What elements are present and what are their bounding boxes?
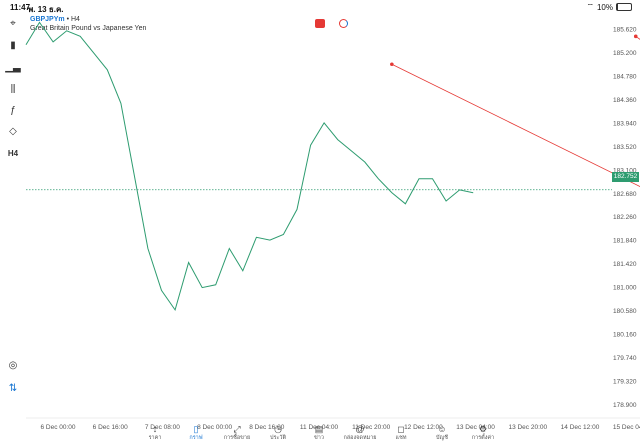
time-axis-label: 13 Dec 04:00	[456, 424, 495, 431]
indicators-icon[interactable]: ⫼	[10, 83, 16, 95]
price-axis-label: 181.420	[613, 261, 637, 268]
status-time: 11:47	[10, 3, 31, 12]
nav-icon: ◻	[397, 424, 405, 434]
nav-item-6[interactable]: ◻ แชท	[381, 425, 421, 442]
battery-status: ⌔ 10%	[586, 2, 632, 12]
nav-icon: ⤢	[233, 424, 241, 434]
price-axis-label: 182.680	[613, 191, 637, 198]
nav-icon: ▯	[193, 424, 199, 434]
symbol-name: GBPJPYm	[30, 16, 65, 23]
nav-label: กล่องจดหมาย	[343, 435, 377, 441]
timeframe-button[interactable]: H4	[7, 148, 19, 158]
sell-button[interactable]	[315, 19, 325, 28]
price-axis-label: 179.740	[613, 355, 637, 362]
price-axis-label: 180.580	[613, 308, 637, 315]
time-axis-label: 8 Dec 00:00	[197, 424, 232, 431]
price-axis-label: 182.260	[613, 214, 637, 221]
shapes-icon[interactable]: ◇	[9, 125, 17, 137]
time-axis-label: 11 Dec 20:00	[352, 424, 391, 431]
price-axis-label: 179.320	[613, 378, 637, 385]
time-axis-label: 6 Dec 00:00	[40, 424, 75, 431]
price-axis-label: 180.160	[613, 331, 637, 338]
trend-line-2-start-handle[interactable]	[633, 34, 638, 39]
price-chart[interactable]: 185.620 185.200 184.780 184.360 183.940 183.5…	[0, 14, 640, 432]
time-axis-label: 15 Dec 04:00	[613, 424, 640, 431]
bar-chart-icon[interactable]: ▁▃	[5, 61, 21, 73]
price-axis-label: 183.940	[613, 120, 637, 127]
nav-label: แชท	[395, 435, 407, 441]
symbol-info: GBPJPYm • H4 Great Britain Pound vs Japa…	[30, 16, 147, 32]
nav-item-3[interactable]: ◷ ประวัติ	[258, 425, 298, 442]
price-axis-label: 183.520	[613, 144, 637, 151]
nav-label: การตั้งค่า	[471, 435, 495, 441]
battery-icon	[616, 3, 632, 11]
price-axis-label: 181.000	[613, 285, 637, 292]
wifi-icon: ⌔	[586, 2, 594, 11]
time-axis-label: 12 Dec 12:00	[404, 424, 443, 431]
time-axis-label: 13 Dec 20:00	[508, 424, 547, 431]
nav-icon: ◷	[274, 424, 282, 434]
nav-item-0[interactable]: ↕ ราคา	[135, 425, 175, 442]
time-axis-label: 7 Dec 08:00	[145, 424, 180, 431]
chart-settings-icon[interactable]: ◎	[8, 359, 18, 371]
nav-item-2[interactable]: ⤢ การซื้อขาย	[217, 425, 257, 442]
trade-buttons	[315, 19, 348, 28]
symbol-timeframe: H4	[70, 16, 80, 23]
nav-label: บัญชี	[436, 435, 448, 441]
nav-item-1[interactable]: ▯ กราฟ	[176, 425, 216, 442]
nav-icon: @	[355, 424, 365, 434]
nav-icon: ☺	[437, 424, 447, 434]
trend-line-1-start-handle[interactable]	[390, 62, 394, 67]
candlestick-icon[interactable]: ▮	[10, 39, 16, 51]
nav-label: ข่าว	[314, 435, 324, 441]
nav-label: ประวัติ	[269, 435, 287, 441]
price-axis-label: 185.200	[613, 50, 637, 57]
nav-label: ราคา	[148, 435, 162, 441]
nav-item-8[interactable]: ⚙ การตั้งค่า	[463, 425, 503, 442]
nav-icon: ⚙	[478, 424, 488, 434]
symbol-description: Great Britain Pound vs Japanese Yen	[30, 25, 147, 32]
nav-label: การซื้อขาย	[223, 435, 251, 441]
nav-item-4[interactable]: ▤ ข่าว	[299, 425, 339, 442]
time-axis-label: 6 Dec 16:00	[93, 424, 128, 431]
price-axis-label: 181.840	[613, 238, 637, 245]
bottom-navigation: ↕ ราคา ▯ กราฟ ⤢ การซื้อขาย ◷ ประวัติ ▤ ข่าว @ กล่อง…	[0, 425, 640, 447]
price-axis-label: 184.780	[613, 74, 637, 81]
price-line	[25, 21, 474, 312]
crosshair-icon[interactable]: ⌖	[10, 17, 16, 29]
trade-mode-button[interactable]	[339, 19, 348, 28]
time-axis-label: 11 Dec 04:00	[300, 424, 339, 431]
nav-item-5[interactable]: @ กล่องจดหมาย	[340, 425, 380, 442]
function-icon[interactable]: ƒ	[10, 104, 16, 116]
time-axis-label: 8 Dec 16:00	[249, 424, 284, 431]
nav-label: กราฟ	[189, 435, 203, 441]
left-toolbar: ⌖ ▮ ▁▃ ⫼ ƒ ◇ H4 ◎ ⇅	[0, 14, 26, 424]
nav-icon: ↕	[152, 424, 158, 434]
current-price-label: 182.752	[612, 172, 639, 182]
price-axis-label: 184.360	[613, 97, 637, 104]
one-click-trading-icon[interactable]: ⇅	[8, 382, 18, 394]
price-axis-label: 178.900	[613, 402, 637, 409]
time-axis-label: 14 Dec 12:00	[561, 424, 600, 431]
status-bar: 11:47 พ. 13 ธ.ค. ⌔ 10%	[0, 0, 640, 14]
nav-item-7[interactable]: ☺ บัญชี	[422, 425, 462, 442]
price-axis-label: 185.620	[613, 27, 637, 34]
price-axis-label: 183.100	[613, 167, 637, 174]
battery-percent: 10%	[596, 2, 613, 12]
status-date: พ. 13 ธ.ค.	[28, 5, 64, 14]
trend-line-1[interactable]	[391, 63, 640, 405]
nav-icon: ▤	[314, 424, 324, 434]
